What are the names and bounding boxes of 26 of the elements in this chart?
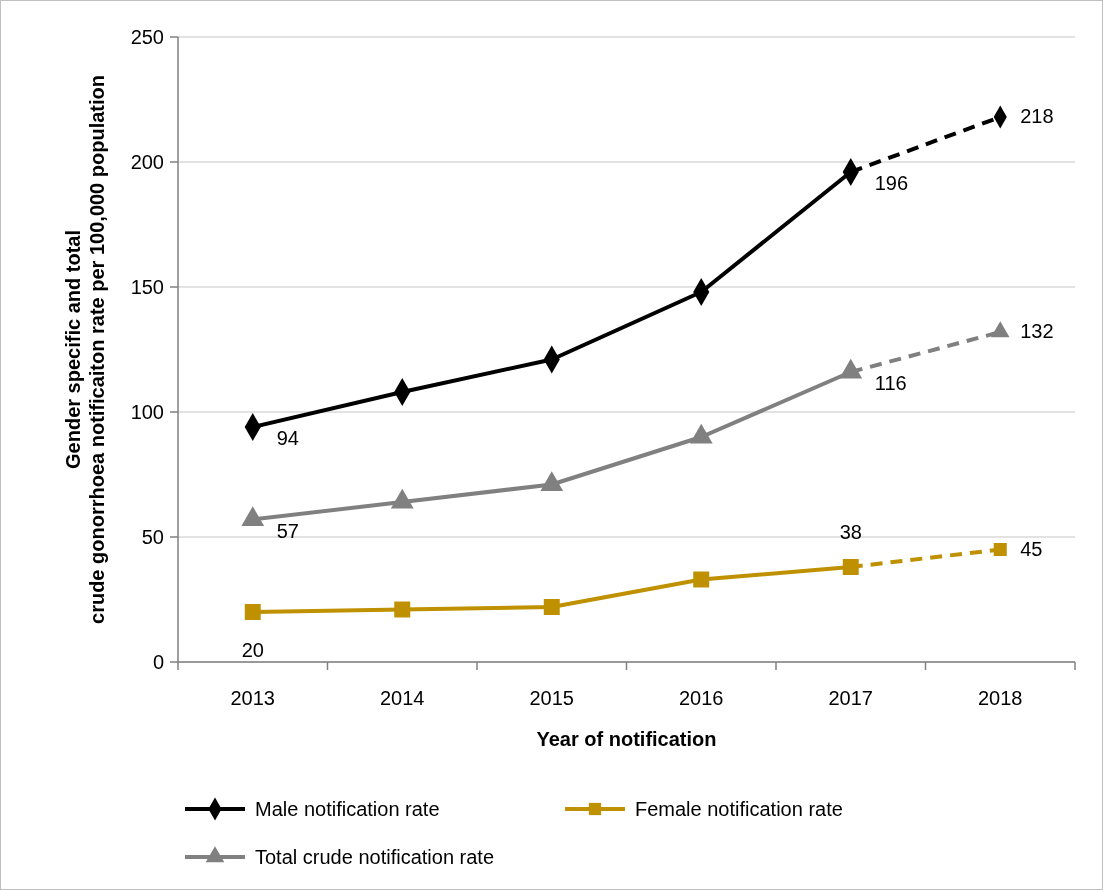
legend-label: Female notification rate bbox=[635, 798, 843, 820]
data-label: 196 bbox=[874, 172, 909, 194]
data-label: 132 bbox=[1020, 320, 1054, 342]
x-tick-label: 2013 bbox=[230, 687, 275, 709]
x-tick-label: 2017 bbox=[828, 687, 873, 709]
y-tick-label: 50 bbox=[141, 526, 164, 548]
y-axis-title: Gender specific and total crude gonorrhoea notificaiton rate per 100,000 population bbox=[62, 75, 108, 624]
y-tick-label: 150 bbox=[130, 276, 164, 298]
data-label: 57 bbox=[276, 519, 299, 542]
x-tick-label: 2016 bbox=[679, 687, 724, 709]
x-tick-label: 2015 bbox=[529, 687, 574, 709]
data-label: 45 bbox=[1020, 537, 1043, 560]
legend-label: Male notification rate bbox=[255, 798, 440, 820]
legend-label: Total crude notification rate bbox=[255, 846, 495, 868]
data-label: 20 bbox=[241, 639, 264, 661]
y-tick-label: 250 bbox=[130, 26, 164, 48]
x-axis-title: Year of notification bbox=[536, 728, 717, 750]
data-label: 38 bbox=[839, 521, 862, 543]
y-tick-label: 200 bbox=[130, 151, 164, 173]
data-label: 116 bbox=[874, 372, 907, 394]
data-label: 218 bbox=[1020, 105, 1054, 127]
y-tick-label: 0 bbox=[152, 651, 164, 673]
x-tick-label: 2018 bbox=[978, 687, 1023, 709]
x-tick-label: 2014 bbox=[380, 687, 425, 709]
data-label: 94 bbox=[276, 427, 299, 449]
y-tick-label: 100 bbox=[130, 401, 164, 423]
